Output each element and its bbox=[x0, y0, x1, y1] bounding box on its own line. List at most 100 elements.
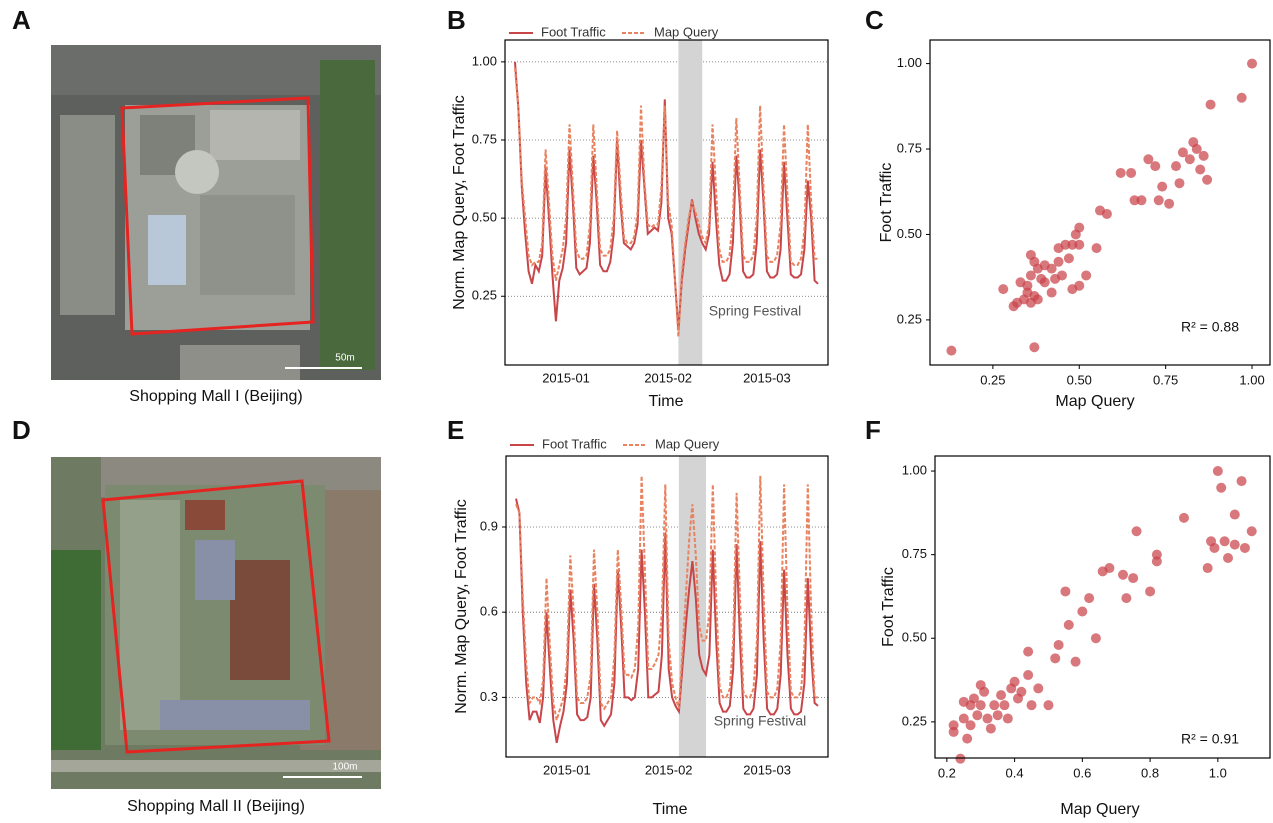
point bbox=[1202, 563, 1213, 574]
point bbox=[1090, 633, 1101, 644]
plot-frame bbox=[934, 455, 1271, 759]
point bbox=[1023, 670, 1034, 681]
point bbox=[1067, 239, 1078, 250]
point bbox=[1016, 686, 1027, 697]
y-tick-label: 0.50 bbox=[897, 226, 922, 241]
point bbox=[1178, 512, 1189, 523]
point bbox=[1171, 161, 1182, 172]
x-tick-label: 2015-02 bbox=[644, 370, 692, 385]
point bbox=[1026, 700, 1037, 711]
point bbox=[1070, 656, 1081, 667]
panel-label: D bbox=[12, 415, 31, 445]
x-axis-label: Time bbox=[653, 801, 688, 818]
scale-label: 50m bbox=[335, 353, 354, 364]
y-tick-label: 1.00 bbox=[472, 53, 497, 68]
x-tick-label: 0.2 bbox=[938, 765, 956, 780]
image-caption: Shopping Mall II (Beijing) bbox=[127, 798, 305, 815]
point bbox=[982, 713, 993, 724]
legend-label: Map Query bbox=[654, 24, 719, 39]
point bbox=[1131, 526, 1142, 537]
x-tick-label: 0.50 bbox=[1067, 372, 1092, 387]
point bbox=[1063, 619, 1074, 630]
y-tick-label: 0.75 bbox=[902, 546, 927, 561]
x-tick-label: 0.25 bbox=[980, 372, 1005, 387]
x-tick-label: 0.75 bbox=[1153, 372, 1178, 387]
y-tick-label: 1.00 bbox=[897, 55, 922, 70]
legend-label: Foot Traffic bbox=[542, 436, 607, 451]
x-axis-label: Map Query bbox=[1055, 393, 1134, 410]
point bbox=[1184, 154, 1195, 165]
panel-label: A bbox=[12, 5, 31, 35]
point bbox=[1247, 58, 1258, 69]
x-axis-label: Map Query bbox=[1060, 801, 1139, 818]
x-tick-label: 0.8 bbox=[1141, 765, 1159, 780]
x-tick-label: 1.00 bbox=[1239, 372, 1264, 387]
point bbox=[1023, 646, 1034, 657]
point bbox=[1063, 253, 1074, 264]
annotation: R² = 0.91 bbox=[1181, 731, 1239, 747]
point bbox=[1222, 553, 1233, 564]
series-line bbox=[515, 475, 818, 721]
x-tick-label: 1.0 bbox=[1209, 765, 1227, 780]
scale-label: 100m bbox=[332, 762, 357, 773]
plot-frame bbox=[504, 39, 829, 366]
point bbox=[1104, 563, 1115, 574]
point bbox=[999, 700, 1010, 711]
point bbox=[975, 700, 986, 711]
point bbox=[1009, 676, 1020, 687]
point bbox=[1091, 243, 1102, 254]
point bbox=[972, 710, 983, 721]
point bbox=[1053, 256, 1064, 267]
point bbox=[1117, 569, 1128, 580]
y-tick-label: 0.75 bbox=[472, 131, 497, 146]
point bbox=[958, 696, 969, 707]
plot-frame bbox=[505, 455, 829, 758]
point bbox=[1129, 195, 1140, 206]
point bbox=[1219, 536, 1230, 547]
x-tick-label: 2015-01 bbox=[542, 370, 590, 385]
x-tick-label: 2015-03 bbox=[743, 762, 791, 777]
point bbox=[1195, 164, 1206, 175]
x-tick-label: 0.6 bbox=[1073, 765, 1091, 780]
point bbox=[1043, 700, 1054, 711]
point bbox=[1126, 167, 1137, 178]
point bbox=[1150, 161, 1161, 172]
point bbox=[1177, 147, 1188, 158]
y-tick-label: 0.75 bbox=[897, 140, 922, 155]
point bbox=[1015, 277, 1026, 288]
annotation: R² = 0.88 bbox=[1181, 319, 1239, 335]
point bbox=[1202, 174, 1213, 185]
point bbox=[1164, 198, 1175, 209]
point bbox=[948, 720, 959, 731]
point bbox=[1025, 249, 1036, 260]
series-line bbox=[514, 68, 818, 337]
point bbox=[968, 693, 979, 704]
point bbox=[1212, 466, 1223, 477]
point bbox=[1246, 526, 1257, 537]
point bbox=[1081, 270, 1092, 281]
y-tick-label: 0.9 bbox=[480, 518, 498, 533]
point bbox=[1145, 586, 1156, 597]
satellite-image bbox=[51, 457, 381, 789]
highlight-band bbox=[678, 40, 703, 365]
x-axis-label: Time bbox=[649, 393, 684, 410]
point bbox=[962, 733, 973, 744]
point bbox=[1036, 273, 1047, 284]
point bbox=[955, 753, 966, 764]
point bbox=[996, 690, 1007, 701]
point bbox=[1236, 476, 1247, 487]
y-axis-label: Norm. Map Query, Foot Traffic bbox=[451, 95, 468, 310]
y-tick-label: 0.25 bbox=[897, 311, 922, 326]
point bbox=[1143, 154, 1154, 165]
point bbox=[1032, 294, 1043, 305]
point bbox=[1198, 150, 1209, 161]
panel-label: B bbox=[447, 5, 466, 35]
highlight-label: Spring Festival bbox=[709, 303, 802, 319]
point bbox=[1191, 144, 1202, 155]
x-tick-label: 2015-03 bbox=[743, 370, 791, 385]
point bbox=[1236, 92, 1247, 103]
point bbox=[992, 710, 1003, 721]
y-tick-label: 1.00 bbox=[902, 462, 927, 477]
point bbox=[1128, 573, 1139, 584]
